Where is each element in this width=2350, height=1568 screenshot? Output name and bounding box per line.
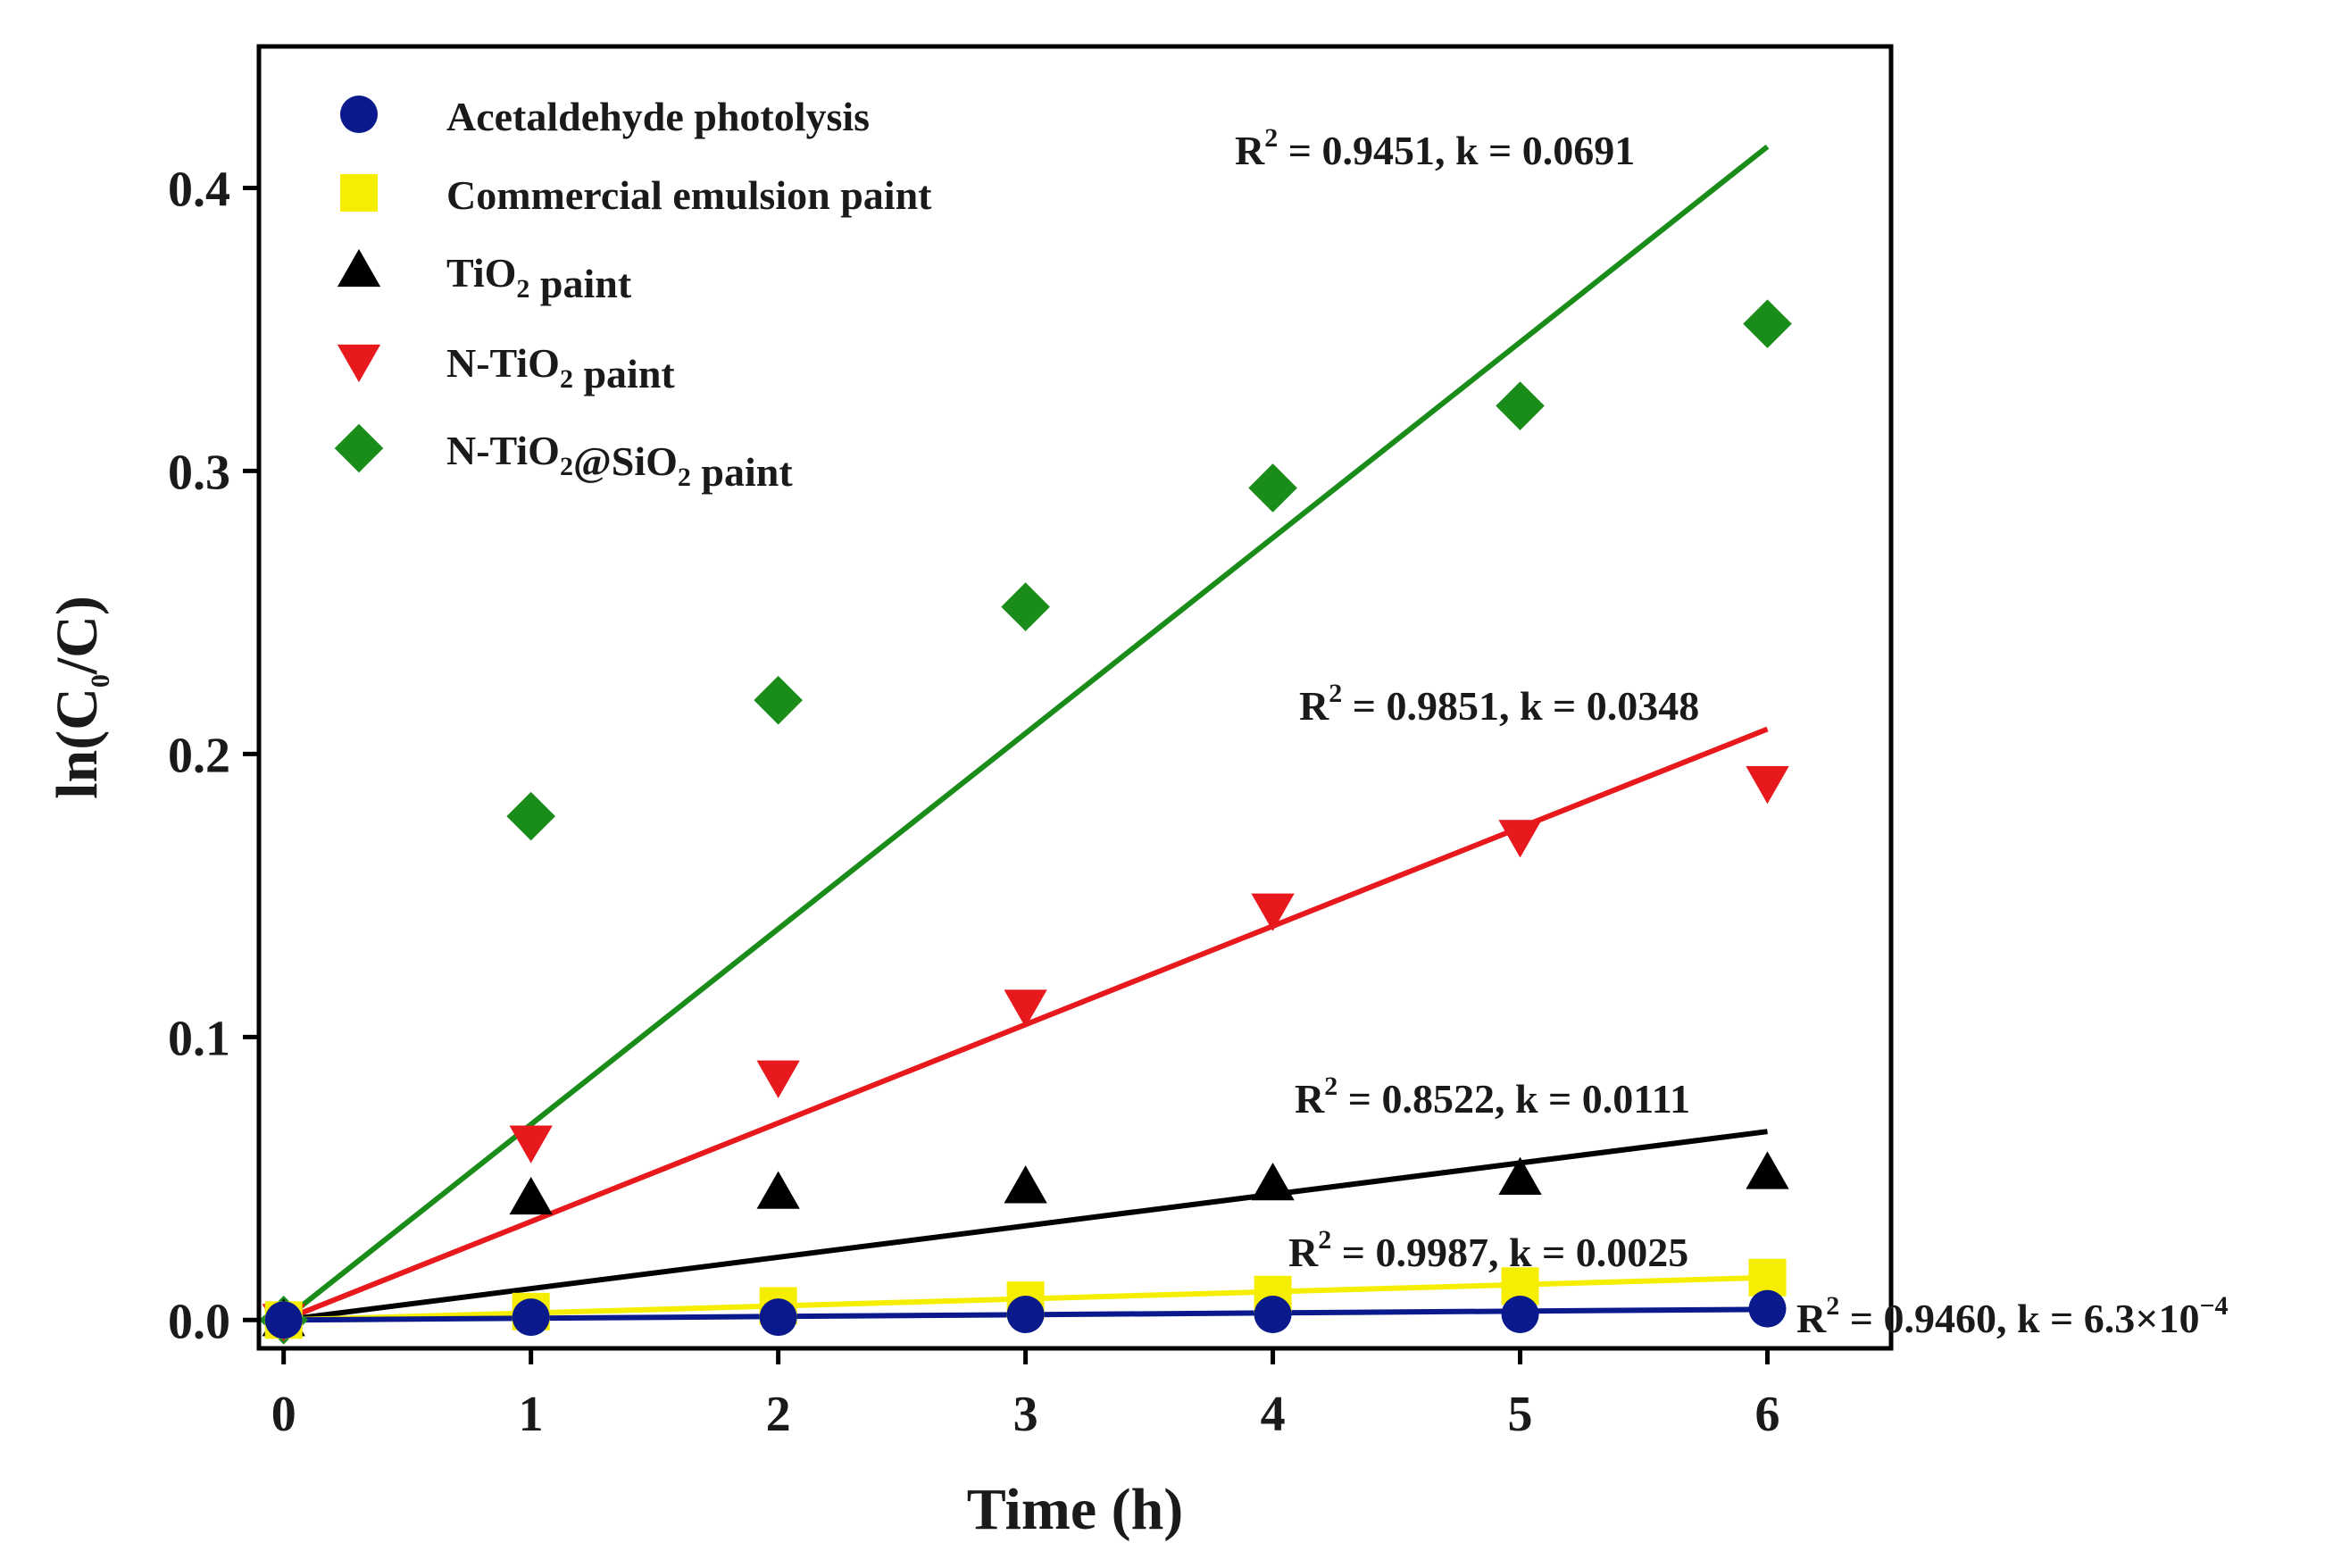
data-point-series-4 [756, 1060, 800, 1098]
fit-annotation: R2 = 0.9851, k = 0.0348 [1299, 679, 1699, 729]
legend-marker [340, 96, 378, 133]
data-point-series-1 [1006, 1295, 1045, 1333]
data-point-series-5 [1248, 463, 1297, 513]
plot-frame [256, 44, 1894, 1351]
x-tick-label: 3 [1013, 1387, 1038, 1442]
legend-item: N-TiO2 paint [337, 340, 675, 396]
legend-label: Acetaldehyde photolysis [446, 94, 870, 139]
y-axis: 0.0 0.1 0.2 0.3 0.4 [168, 162, 259, 1349]
data-point-series-3 [1004, 1165, 1047, 1204]
data-point-series-3 [1251, 1163, 1295, 1201]
legend-marker [337, 344, 381, 383]
y-tick-label: 0.0 [168, 1294, 230, 1349]
y-axis-title-prefix: ln(C [45, 688, 110, 799]
y-axis-title-sub: 0 [86, 674, 115, 688]
x-tick-label: 1 [519, 1387, 544, 1442]
legend-item: Commercial emulsion paint [340, 172, 932, 218]
x-axis-title: Time (h) [967, 1477, 1184, 1542]
data-point-series-1 [759, 1298, 797, 1337]
data-point-series-5 [1743, 299, 1792, 348]
fit-annotation: R2 = 0.9460, k = 6.3×10−4 [1796, 1291, 2229, 1341]
data-point-series-3 [1746, 1151, 1789, 1189]
data-point-series-1 [512, 1298, 550, 1337]
data-point-series-4 [1746, 765, 1789, 805]
y-axis-title-suffix: /C) [45, 596, 110, 675]
x-tick-label: 5 [1508, 1387, 1533, 1442]
data-point-series-4 [1251, 893, 1295, 931]
fit-annotation: R2 = 0.8522, k = 0.0111 [1295, 1072, 1690, 1122]
y-tick-label: 0.1 [168, 1011, 230, 1066]
data-point-series-3 [509, 1176, 553, 1215]
legend-item: N-TiO2@SiO2 paint [334, 423, 793, 495]
fit-annotations: R2 = 0.9460, k = 6.3×10−4 R2 = 0.9987, k … [1235, 123, 2229, 1341]
y-tick-label: 0.3 [168, 445, 230, 500]
data-point-series-4 [509, 1125, 553, 1163]
legend-marker [340, 174, 378, 212]
data-point-series-4 [1498, 820, 1542, 858]
data-point-series-1 [264, 1301, 303, 1339]
legend-label: N-TiO2@SiO2 paint [446, 428, 793, 495]
legend-item: Acetaldehyde photolysis [340, 94, 870, 139]
data-markers [259, 299, 1792, 1345]
data-point-series-1 [1501, 1295, 1539, 1333]
x-tick-label: 4 [1261, 1387, 1286, 1442]
data-point-series-5 [754, 675, 803, 725]
data-point-series-1 [1254, 1295, 1292, 1333]
data-point-series-1 [1748, 1289, 1787, 1328]
x-tick-label: 0 [271, 1387, 296, 1442]
data-point-series-4 [1004, 989, 1047, 1028]
data-point-series-5 [1496, 381, 1545, 430]
y-tick-label: 0.2 [168, 728, 230, 783]
data-point-series-3 [756, 1171, 800, 1209]
x-tick-label: 2 [766, 1387, 791, 1442]
x-tick-label: 6 [1755, 1387, 1780, 1442]
data-point-series-3 [1498, 1156, 1542, 1195]
legend-item: TiO2 paint [337, 248, 632, 306]
fit-annotation: R2 = 0.9987, k = 0.0025 [1288, 1225, 1688, 1275]
data-point-series-5 [506, 791, 555, 841]
legend-label: N-TiO2 paint [446, 340, 675, 396]
fit-line-5 [281, 144, 1770, 1322]
legend: Acetaldehyde photolysis Commercial emulsi… [334, 94, 932, 495]
data-point-series-5 [1001, 582, 1050, 631]
legend-marker [337, 248, 381, 288]
legend-label: Commercial emulsion paint [446, 172, 932, 218]
x-axis: 0 1 2 3 4 5 6 [271, 1348, 1780, 1442]
fit-annotation: R2 = 0.9451, k = 0.0691 [1235, 123, 1635, 173]
legend-marker [334, 423, 384, 473]
y-tick-label: 0.4 [168, 162, 230, 217]
y-axis-title: ln(C0/C) [45, 596, 115, 799]
legend-label: TiO2 paint [446, 250, 632, 306]
